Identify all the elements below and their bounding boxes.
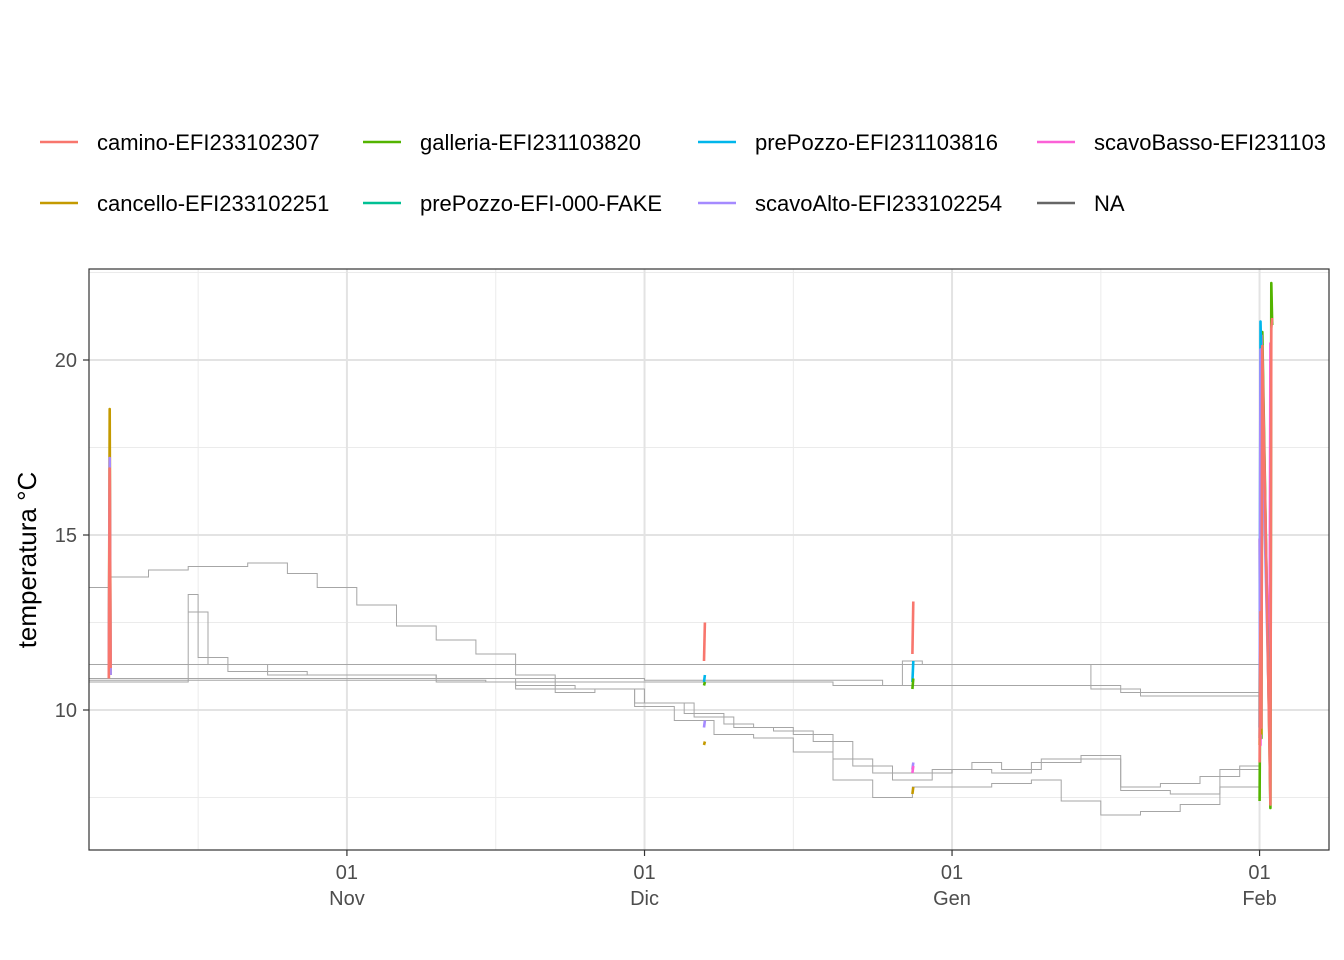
- legend-label: scavoAlto-EFI233102254: [755, 191, 1002, 216]
- x-tick-label-day: 01: [1248, 862, 1270, 884]
- legend-label: prePozzo-EFI-000-FAKE: [420, 191, 662, 216]
- plot-panel-border: [88, 268, 1330, 851]
- y-tick-label: 20: [55, 350, 77, 372]
- spike-series-line-3: [107, 467, 112, 679]
- legend-label: galleria-EFI231103820: [420, 130, 641, 155]
- spike-series-line-6: [702, 681, 707, 686]
- spike-series: [107, 281, 1274, 810]
- plot-panel: [89, 269, 1329, 850]
- background-series-line-3: [188, 611, 1261, 816]
- spike-series-line-5: [702, 674, 707, 683]
- background-series-line-2: [89, 594, 1261, 795]
- legend-label: camino-EFI233102307: [97, 130, 320, 155]
- x-axis: 01 Nov 01 Dic 01 Gen 01 Feb: [329, 850, 1277, 910]
- spike-series-line-20: [1258, 317, 1274, 806]
- x-tick-label-month: Feb: [1242, 888, 1276, 910]
- spike-series-line-4: [702, 622, 707, 662]
- spike-series-line-7: [702, 720, 707, 728]
- legend-label: cancello-EFI233102251: [97, 191, 329, 216]
- spike-series-line-9: [911, 601, 915, 655]
- legend-label: scavoBasso-EFI231103: [1094, 130, 1326, 155]
- x-tick-label-month: Dic: [630, 888, 659, 910]
- y-axis: 10 15 20: [55, 350, 89, 722]
- background-series-line-6: [89, 679, 1260, 697]
- legend-label: prePozzo-EFI231103816: [755, 130, 998, 155]
- legend: camino-EFI233102307 cancello-EFI233102251…: [40, 130, 1326, 216]
- x-tick-label-day: 01: [633, 862, 655, 884]
- background-series-line-1: [89, 562, 1261, 788]
- background-series: [89, 562, 1261, 816]
- background-series-line-5: [89, 660, 1260, 693]
- x-tick-label-month: Nov: [329, 888, 365, 910]
- legend-label: NA: [1094, 191, 1125, 216]
- x-tick-label-day: 01: [336, 862, 358, 884]
- y-tick-label: 10: [55, 700, 77, 722]
- spike-series-line-14: [911, 786, 915, 795]
- spike-series-line-13: [911, 765, 915, 774]
- y-axis-title: temperatura °C: [12, 472, 42, 649]
- y-tick-label: 15: [55, 525, 77, 547]
- x-tick-label-month: Gen: [933, 888, 971, 910]
- x-tick-label-day: 01: [941, 862, 963, 884]
- spike-series-line-8: [702, 741, 707, 746]
- spike-series-line-11: [911, 678, 915, 690]
